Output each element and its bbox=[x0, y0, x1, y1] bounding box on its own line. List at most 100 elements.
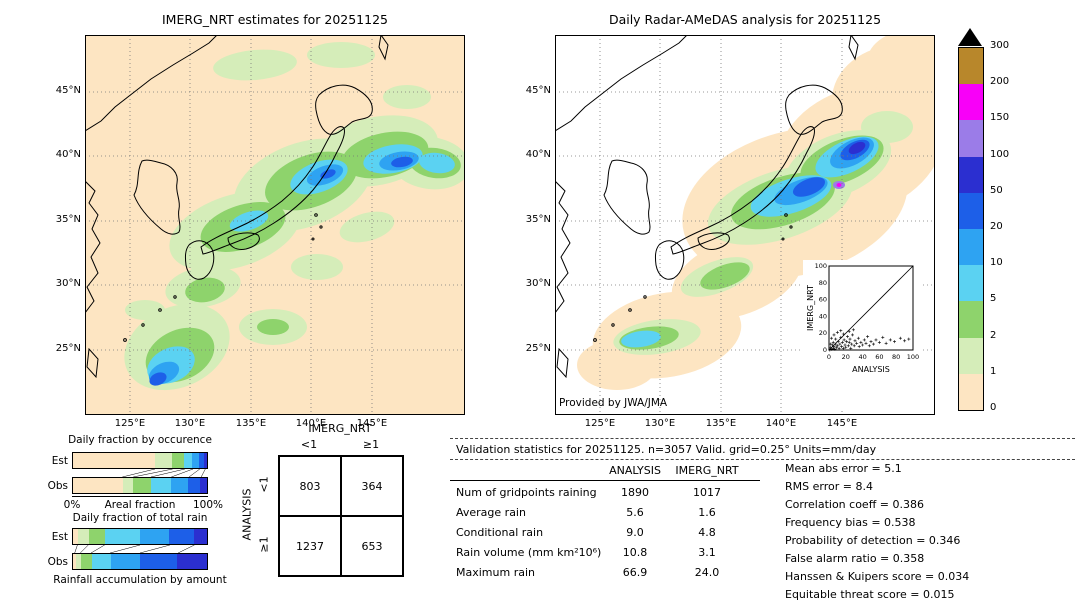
lon-tick-label: 135°E bbox=[705, 418, 737, 429]
colorbar-segment bbox=[959, 156, 983, 193]
svg-text:80: 80 bbox=[819, 279, 827, 287]
total-rain-chart-title: Daily fraction of total rain bbox=[72, 512, 208, 524]
validation-analysis-value: 10.8 bbox=[622, 546, 648, 559]
colorbar-tick-label: 1 bbox=[990, 365, 997, 377]
bar-segment bbox=[172, 453, 185, 468]
colorbar-tick-label: 200 bbox=[990, 76, 1010, 88]
bar-segment bbox=[177, 554, 207, 569]
contingency-row-group-title: ANALYSIS bbox=[240, 488, 254, 541]
right-map-title: Daily Radar-AMeDAS analysis for 20251125 bbox=[608, 12, 882, 27]
bar-segment bbox=[89, 529, 106, 544]
inset-scatter-panel: 0 20 40 60 80 100 0 20 40 60 80 100 ANALYSIS IMERG… bbox=[803, 260, 921, 410]
left-map-svg bbox=[85, 35, 465, 415]
svg-text:100: 100 bbox=[815, 262, 827, 270]
svg-text:40: 40 bbox=[858, 353, 866, 361]
bar-segment bbox=[170, 478, 189, 493]
bar-segment bbox=[105, 529, 140, 544]
lat-tick-label: 30°N bbox=[525, 278, 551, 289]
validation-analysis-value: 5.6 bbox=[626, 506, 644, 519]
svg-text:0: 0 bbox=[827, 353, 831, 361]
svg-text:100: 100 bbox=[907, 353, 919, 361]
svg-text:20: 20 bbox=[819, 329, 827, 337]
colorbar-segment bbox=[959, 228, 983, 266]
colorbar-segment bbox=[959, 192, 983, 229]
inset-scatter-svg: 0 20 40 60 80 100 0 20 40 60 80 100 ANALYSIS IMERG… bbox=[806, 262, 919, 374]
validation-col-header-imerg: IMERG_NRT bbox=[675, 464, 739, 477]
validation-row-label: Rain volume (mm km²10⁶) bbox=[456, 546, 602, 559]
validation-imerg-value: 24.0 bbox=[694, 566, 720, 579]
validation-score-line: Equitable threat score = 0.015 bbox=[785, 588, 955, 601]
bar-segment bbox=[81, 554, 92, 569]
lon-tick-label: 145°E bbox=[356, 418, 388, 429]
bar-segment bbox=[139, 554, 178, 569]
colorbar-tick-label: 0 bbox=[990, 402, 997, 413]
bar-segment bbox=[169, 529, 194, 544]
bar-segment bbox=[110, 554, 140, 569]
inset-xlabel: ANALYSIS bbox=[852, 365, 890, 374]
validation-row: Conditional rain 9.0 4.8 bbox=[450, 524, 770, 544]
right-precipitation-map: 0 20 40 60 80 100 0 20 40 60 80 100 ANALYSIS IMERG… bbox=[526, 35, 935, 429]
bar-segment bbox=[122, 478, 134, 493]
lon-tick-label: 135°E bbox=[235, 418, 267, 429]
bar-segment bbox=[78, 529, 90, 544]
inset-scatter-points bbox=[828, 328, 911, 352]
bar-segment bbox=[139, 529, 170, 544]
bar-segment bbox=[193, 529, 207, 544]
lat-tick-label: 25°N bbox=[55, 343, 81, 354]
validation-score-line: Hanssen & Kuipers score = 0.034 bbox=[785, 570, 970, 583]
colorbar-segment bbox=[959, 264, 983, 302]
bar-segment bbox=[200, 478, 207, 493]
svg-text:0: 0 bbox=[823, 346, 827, 354]
validation-row: Rain volume (mm km²10⁶) 10.8 3.1 bbox=[450, 544, 770, 564]
contingency-table: 803 364 1237 653 bbox=[278, 455, 404, 577]
bar-segment bbox=[133, 478, 151, 493]
occurrence-obs-bar bbox=[72, 477, 208, 494]
bar-row-label: Obs bbox=[47, 556, 68, 568]
bar-segment bbox=[150, 478, 171, 493]
validation-row: Average rain 5.6 1.6 bbox=[450, 504, 770, 524]
lat-tick-label: 30°N bbox=[55, 278, 81, 289]
validation-row-label: Num of gridpoints raining bbox=[456, 486, 597, 499]
validation-analysis-value: 66.9 bbox=[622, 566, 648, 579]
colorbar-tick-label: 50 bbox=[990, 184, 1003, 196]
occurrence-axis-min: 0% bbox=[63, 499, 81, 511]
validation-imerg-value: 1017 bbox=[693, 486, 721, 499]
colorbar-tick-labels: 300 200 150 100 50 20 10 5 2 1 0 bbox=[990, 40, 1030, 413]
lat-tick-label: 35°N bbox=[55, 214, 81, 225]
lon-tick-label: 125°E bbox=[114, 418, 146, 429]
validation-header-underline bbox=[450, 480, 760, 481]
colorbar-segment bbox=[959, 373, 983, 410]
colorbar-tick-label: 5 bbox=[990, 293, 997, 305]
validation-top-dashed-line bbox=[450, 438, 1075, 439]
colorbar-tick-label: 2 bbox=[990, 329, 997, 341]
lat-tick-label: 45°N bbox=[55, 85, 81, 96]
bar-segment bbox=[184, 453, 193, 468]
inset-x-tick-labels: 0 20 40 60 80 100 bbox=[827, 353, 919, 361]
bar-row-label: Est bbox=[51, 531, 68, 543]
validation-score-line: Probability of detection = 0.346 bbox=[785, 534, 961, 547]
validation-analysis-value: 1890 bbox=[621, 486, 649, 499]
lat-tick-label: 40°N bbox=[55, 149, 81, 160]
bar-segment bbox=[188, 478, 201, 493]
bar-segment bbox=[73, 554, 76, 569]
bar-segment bbox=[73, 529, 79, 544]
validation-score-line: False alarm ratio = 0.358 bbox=[785, 552, 925, 565]
bar-segment bbox=[75, 554, 82, 569]
validation-score-line: Frequency bias = 0.538 bbox=[785, 516, 916, 529]
occurrence-axis-label: Areal fraction bbox=[104, 499, 176, 511]
bar-segment bbox=[204, 453, 207, 468]
contingency-col-header-lt1: <1 bbox=[300, 438, 318, 451]
validation-col-header-analysis: ANALYSIS bbox=[609, 464, 661, 477]
total-rain-flow-lines bbox=[74, 545, 195, 553]
lon-tick-label: 140°E bbox=[765, 418, 797, 429]
colorbar-tick-label: 300 bbox=[990, 40, 1010, 51]
svg-text:60: 60 bbox=[819, 296, 827, 304]
validation-title-dashed-line bbox=[450, 459, 1075, 460]
svg-text:60: 60 bbox=[875, 353, 883, 361]
bar-segment bbox=[198, 453, 205, 468]
total-rain-est-bar bbox=[72, 528, 208, 545]
colorbar-segment bbox=[959, 83, 983, 121]
colorbar: 300 200 150 100 50 20 10 5 2 1 0 bbox=[950, 28, 1080, 428]
svg-text:80: 80 bbox=[892, 353, 900, 361]
